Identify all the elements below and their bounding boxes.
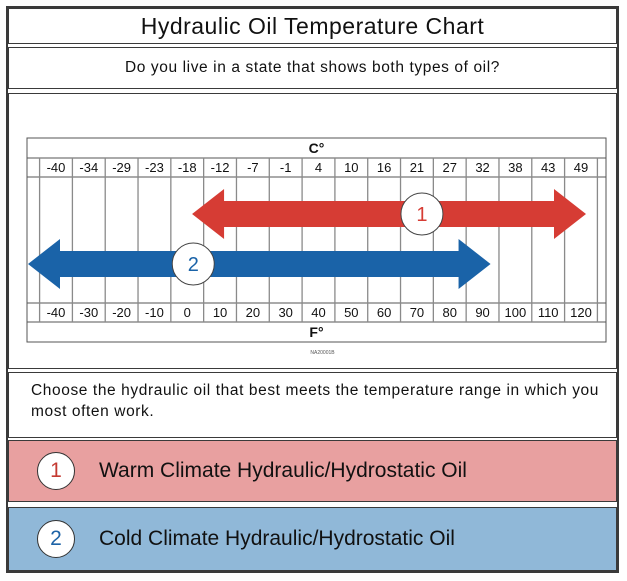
fahrenheit-tick-label: 20 — [246, 305, 260, 320]
range-arrow-1 — [192, 189, 586, 239]
scale-box — [26, 157, 607, 323]
figure-code: NA20001B — [310, 350, 335, 356]
celsius-tick-label: 10 — [344, 160, 358, 175]
range-badge-2 — [171, 242, 215, 286]
celsius-tick-label: 4 — [315, 160, 322, 175]
page-title: Hydraulic Oil Temperature Chart — [8, 8, 617, 44]
celsius-tick-label: -12 — [211, 160, 230, 175]
celsius-tick-label: -34 — [79, 160, 98, 175]
title-text: Hydraulic Oil Temperature Chart — [140, 12, 485, 39]
fahrenheit-tick-label: -30 — [79, 305, 98, 320]
celsius-tick-label: -7 — [247, 160, 259, 175]
fahrenheit-tick-label: 120 — [570, 305, 592, 320]
range-arrow-2 — [28, 239, 491, 289]
temperature-range-chart: C°F°-40 -34 -29 -23 -18 -12 -7 -1 4 10 16 21 27 32 38 4… — [26, 137, 607, 356]
legend-row-cold-oil: 2 Cold Climate Hydraulic/Hydrostatic Oil — [8, 507, 617, 571]
question-banner: Do you live in a state that shows both t… — [8, 47, 617, 89]
celsius-tick-label: 38 — [508, 160, 522, 175]
celsius-tick-label: -29 — [112, 160, 131, 175]
temperature-chart-panel: C° F° -40 -34 -29 -23 -18 -12 -7 -1 4 10 16 21 27 32 38 4… — [8, 93, 617, 369]
celsius-tick-label: 16 — [377, 160, 391, 175]
celsius-tick-label: 27 — [443, 160, 457, 175]
range-badge-number: 2 — [188, 254, 199, 276]
celsius-tick-label: -23 — [145, 160, 164, 175]
fahrenheit-tick-label: 30 — [278, 305, 292, 320]
celsius-unit-label: C° — [309, 140, 325, 156]
fahrenheit-tick-label: 90 — [475, 305, 489, 320]
celsius-tick-label: -40 — [47, 160, 66, 175]
range-badge-number: 1 — [416, 204, 427, 226]
warm-oil-label: Warm Climate Hydraulic/Hydrostatic Oil — [99, 459, 467, 482]
range-badge-1 — [400, 192, 444, 236]
fahrenheit-tick-label: 80 — [443, 305, 457, 320]
fahrenheit-tick-label: 110 — [538, 305, 559, 320]
fahrenheit-unit-label: F° — [309, 324, 323, 340]
fahrenheit-tick-label: 50 — [344, 305, 358, 320]
instruction-text: Choose the hydraulic oil that best meets… — [31, 382, 599, 420]
fahrenheit-tick-label: -20 — [112, 305, 131, 320]
question-text: Do you live in a state that shows both t… — [125, 59, 500, 76]
number-badge-2: 2 — [37, 520, 75, 558]
celsius-tick-label: -18 — [178, 160, 197, 175]
celsius-tick-label: 43 — [541, 160, 555, 175]
celsius-tick-label: 32 — [475, 160, 489, 175]
fahrenheit-tick-label: -10 — [145, 305, 164, 320]
legend-row-warm-oil: 1 Warm Climate Hydraulic/Hydrostatic Oil — [8, 440, 617, 502]
celsius-tick-label: 21 — [410, 160, 424, 175]
number-badge-1: 1 — [37, 452, 75, 490]
instruction-box: Choose the hydraulic oil that best meets… — [8, 372, 617, 438]
fahrenheit-tick-label: 40 — [311, 305, 325, 320]
badge-number: 2 — [50, 527, 62, 550]
fahrenheit-tick-label: 100 — [505, 305, 527, 320]
badge-number: 1 — [50, 459, 62, 482]
celsius-tick-label: 49 — [574, 160, 588, 175]
fahrenheit-tick-label: 70 — [410, 305, 424, 320]
fahrenheit-tick-label: 0 — [184, 305, 191, 320]
fahrenheit-tick-label: 10 — [213, 305, 227, 320]
fahrenheit-header-box — [26, 321, 607, 343]
cold-oil-label: Cold Climate Hydraulic/Hydrostatic Oil — [99, 527, 455, 550]
fahrenheit-tick-label: -40 — [47, 305, 66, 320]
fahrenheit-tick-label: 60 — [377, 305, 391, 320]
celsius-tick-label: -1 — [280, 160, 292, 175]
